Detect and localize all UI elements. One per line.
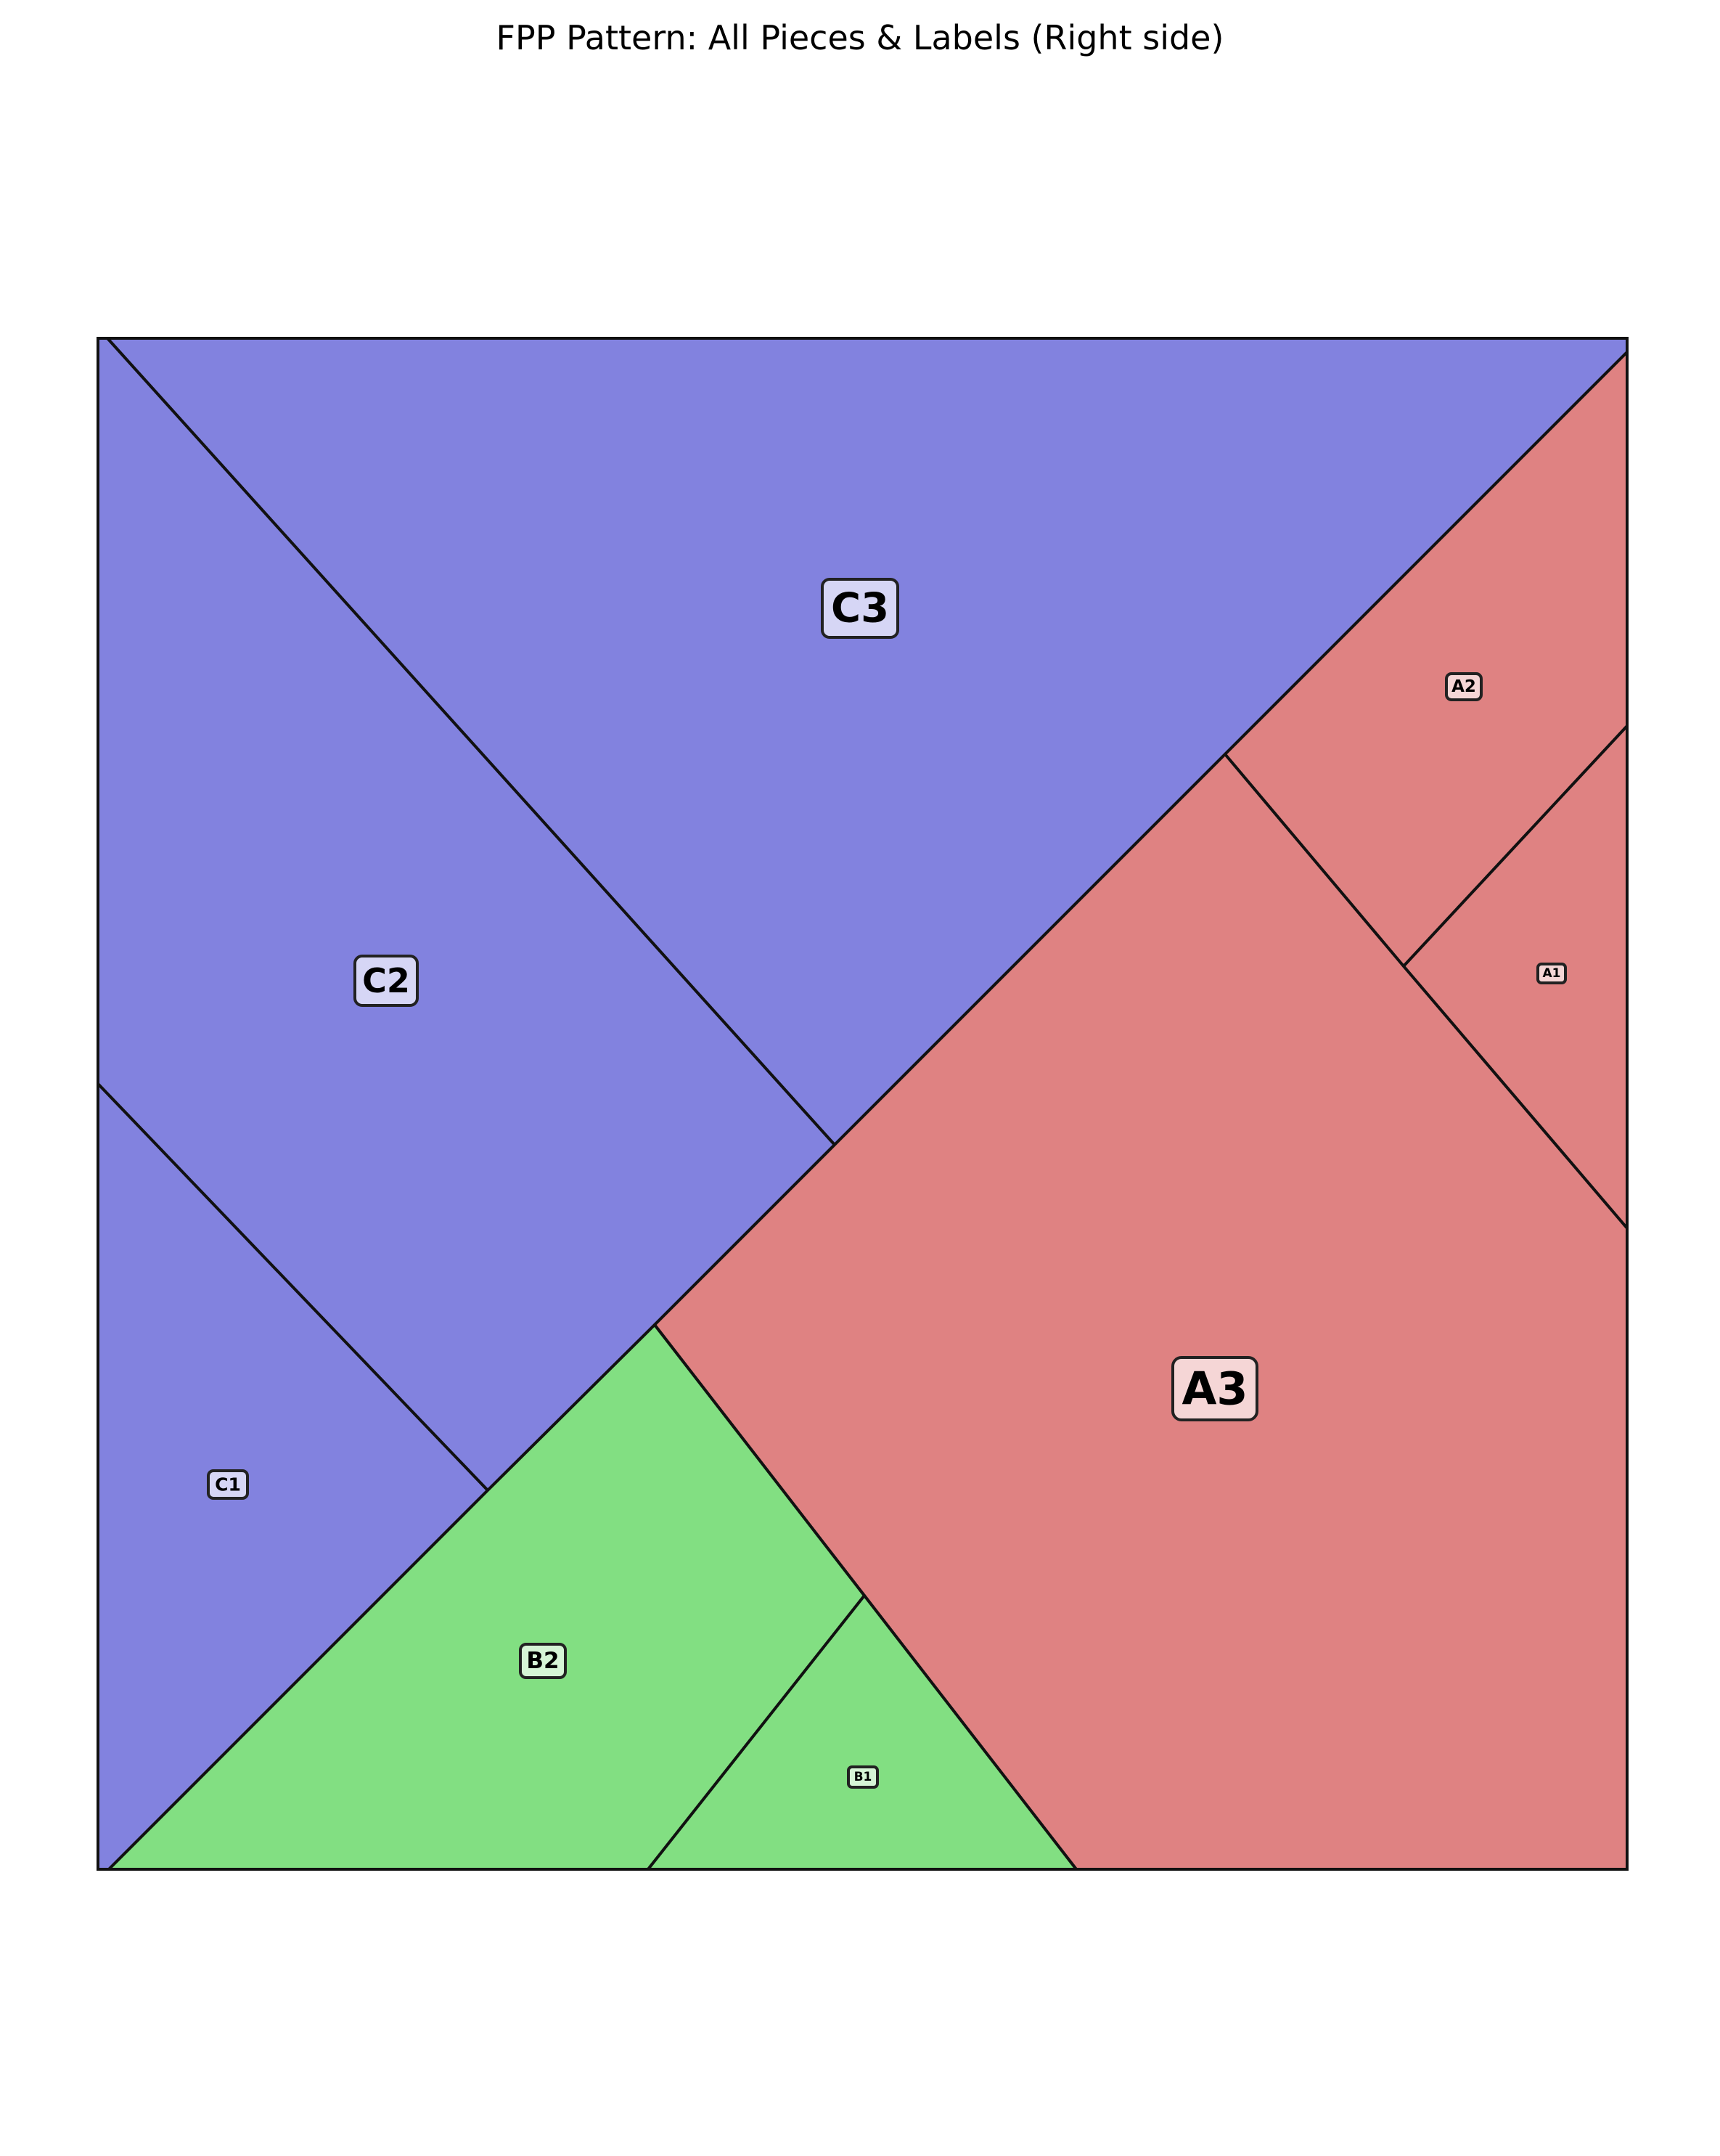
label-c1: C1 xyxy=(207,1469,249,1500)
svg-text:A2: A2 xyxy=(1451,677,1476,696)
label-a3: A3 xyxy=(1171,1356,1258,1421)
svg-text:C3: C3 xyxy=(831,585,889,632)
svg-text:B2: B2 xyxy=(526,1648,559,1674)
svg-text:A1: A1 xyxy=(1543,966,1561,981)
pattern-frame xyxy=(97,337,1629,1871)
label-c3: C3 xyxy=(821,578,899,639)
label-a2: A2 xyxy=(1445,672,1483,701)
label-b2: B2 xyxy=(519,1643,567,1679)
label-c2: C2 xyxy=(353,955,419,1007)
svg-text:C1: C1 xyxy=(215,1474,241,1495)
figure-title: FPP Pattern: All Pieces & Labels (Right … xyxy=(496,18,1224,57)
svg-text:B1: B1 xyxy=(854,1770,872,1784)
label-b1: B1 xyxy=(847,1765,879,1789)
svg-text:C2: C2 xyxy=(362,961,410,1000)
label-a1: A1 xyxy=(1536,963,1567,984)
svg-text:A3: A3 xyxy=(1182,1363,1248,1416)
